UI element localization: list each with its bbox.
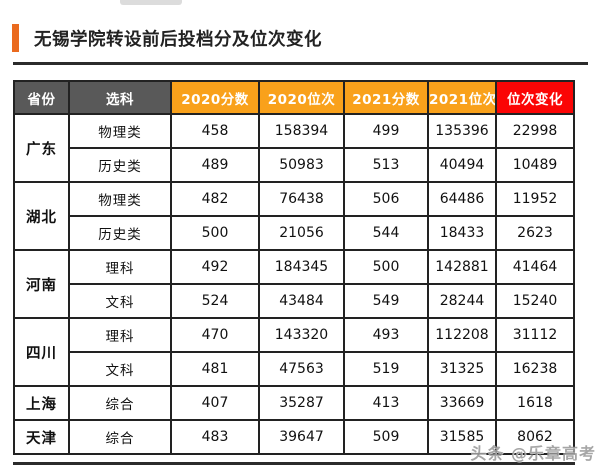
province-cell: 湖北 bbox=[13, 181, 70, 251]
top-edge-mark bbox=[120, 0, 182, 5]
track-cell: 物理类 bbox=[68, 113, 172, 149]
rank-change-cell: 16238 bbox=[495, 351, 575, 387]
col-header-province: 省份 bbox=[13, 80, 70, 115]
col-header-2020-score: 2020分数 bbox=[170, 80, 260, 115]
watermark-text: 头条 @乐章高考 bbox=[470, 444, 596, 463]
score-2021-cell: 519 bbox=[343, 351, 429, 387]
score-2020-cell: 483 bbox=[170, 419, 260, 455]
track-cell: 文科 bbox=[68, 283, 172, 319]
province-cell: 广东 bbox=[13, 113, 70, 183]
score-table-wrap: 省份 选科 2020分数 2020位次 2021分数 2021位次 位次变化 广… bbox=[13, 80, 575, 455]
score-2021-cell: 506 bbox=[343, 181, 429, 217]
rank-change-cell: 10489 bbox=[495, 147, 575, 183]
bottom-divider-line bbox=[13, 462, 575, 465]
rank-change-cell: 31112 bbox=[495, 317, 575, 353]
rank-change-cell: 2623 bbox=[495, 215, 575, 251]
rank-2021-cell: 135396 bbox=[427, 113, 497, 149]
score-2020-cell: 470 bbox=[170, 317, 260, 353]
province-cell: 四川 bbox=[13, 317, 70, 387]
track-cell: 综合 bbox=[68, 385, 172, 421]
score-2021-cell: 500 bbox=[343, 249, 429, 285]
track-cell: 理科 bbox=[68, 249, 172, 285]
table-row: 历史类 500 21056 544 18433 2623 bbox=[14, 215, 575, 251]
page-title: 无锡学院转设前后投档分及位次变化 bbox=[34, 29, 322, 50]
score-2020-cell: 524 bbox=[170, 283, 260, 319]
rank-2021-cell: 28244 bbox=[427, 283, 497, 319]
track-cell: 物理类 bbox=[68, 181, 172, 217]
rank-change-cell: 8062 bbox=[495, 419, 575, 455]
province-cell: 河南 bbox=[13, 249, 70, 319]
track-cell: 文科 bbox=[68, 351, 172, 387]
table-row: 天津 综合 483 39647 509 31585 8062 bbox=[13, 419, 575, 455]
table-row: 文科 481 47563 519 31325 16238 bbox=[14, 351, 575, 387]
title-row: 无锡学院转设前后投档分及位次变化 bbox=[12, 23, 322, 53]
province-cell: 上海 bbox=[13, 385, 70, 421]
rank-change-cell: 11952 bbox=[495, 181, 575, 217]
rank-2021-cell: 18433 bbox=[427, 215, 497, 251]
rank-2021-cell: 40494 bbox=[427, 147, 497, 183]
score-2020-cell: 407 bbox=[170, 385, 260, 421]
rank-2020-cell: 158394 bbox=[258, 113, 345, 149]
rank-2020-cell: 21056 bbox=[258, 215, 345, 251]
rank-2021-cell: 142881 bbox=[427, 249, 497, 285]
rank-2021-cell: 64486 bbox=[427, 181, 497, 217]
rank-change-cell: 22998 bbox=[495, 113, 575, 149]
track-cell: 理科 bbox=[68, 317, 172, 353]
rank-2020-cell: 35287 bbox=[258, 385, 345, 421]
score-2021-cell: 513 bbox=[343, 147, 429, 183]
col-header-2021-rank: 2021位次 bbox=[427, 80, 497, 115]
score-2020-cell: 482 bbox=[170, 181, 260, 217]
col-header-rank-change: 位次变化 bbox=[495, 80, 575, 115]
rank-2020-cell: 39647 bbox=[258, 419, 345, 455]
score-2021-cell: 549 bbox=[343, 283, 429, 319]
score-table: 省份 选科 2020分数 2020位次 2021分数 2021位次 位次变化 广… bbox=[13, 80, 575, 455]
track-cell: 综合 bbox=[68, 419, 172, 455]
rank-2021-cell: 112208 bbox=[427, 317, 497, 353]
table-row: 湖北 物理类 482 76438 506 64486 11952 bbox=[13, 181, 575, 251]
rank-2021-cell: 33669 bbox=[427, 385, 497, 421]
rank-2020-cell: 76438 bbox=[258, 181, 345, 217]
table-row: 上海 综合 407 35287 413 33669 1618 bbox=[13, 385, 575, 421]
rank-2020-cell: 47563 bbox=[258, 351, 345, 387]
score-2020-cell: 481 bbox=[170, 351, 260, 387]
score-2021-cell: 499 bbox=[343, 113, 429, 149]
header-row: 省份 选科 2020分数 2020位次 2021分数 2021位次 位次变化 bbox=[13, 80, 575, 115]
score-2020-cell: 492 bbox=[170, 249, 260, 285]
col-header-2020-rank: 2020位次 bbox=[258, 80, 345, 115]
title-accent-bar bbox=[12, 24, 19, 52]
rank-2020-cell: 184345 bbox=[258, 249, 345, 285]
score-2020-cell: 489 bbox=[170, 147, 260, 183]
table-row: 文科 524 43484 549 28244 15240 bbox=[14, 283, 575, 319]
score-2020-cell: 458 bbox=[170, 113, 260, 149]
rank-2021-cell: 31585 bbox=[427, 419, 497, 455]
track-cell: 历史类 bbox=[68, 147, 172, 183]
rank-2020-cell: 43484 bbox=[258, 283, 345, 319]
score-2021-cell: 413 bbox=[343, 385, 429, 421]
score-2021-cell: 493 bbox=[343, 317, 429, 353]
score-2021-cell: 509 bbox=[343, 419, 429, 455]
top-divider-line bbox=[13, 62, 588, 65]
province-cell: 天津 bbox=[13, 419, 70, 455]
rank-2021-cell: 31325 bbox=[427, 351, 497, 387]
col-header-track: 选科 bbox=[68, 80, 172, 115]
col-header-2021-score: 2021分数 bbox=[343, 80, 429, 115]
table-row: 四川 理科 470 143320 493 112208 31112 bbox=[13, 317, 575, 387]
score-2020-cell: 500 bbox=[170, 215, 260, 251]
rank-change-cell: 15240 bbox=[495, 283, 575, 319]
track-cell: 历史类 bbox=[68, 215, 172, 251]
score-2021-cell: 544 bbox=[343, 215, 429, 251]
rank-change-cell: 41464 bbox=[495, 249, 575, 285]
table-row: 河南 理科 492 184345 500 142881 41464 bbox=[13, 249, 575, 319]
rank-2020-cell: 143320 bbox=[258, 317, 345, 353]
table-row: 历史类 489 50983 513 40494 10489 bbox=[14, 147, 575, 183]
rank-change-cell: 1618 bbox=[495, 385, 575, 421]
table-row: 广东 物理类 458 158394 499 135396 22998 bbox=[13, 113, 575, 183]
rank-2020-cell: 50983 bbox=[258, 147, 345, 183]
